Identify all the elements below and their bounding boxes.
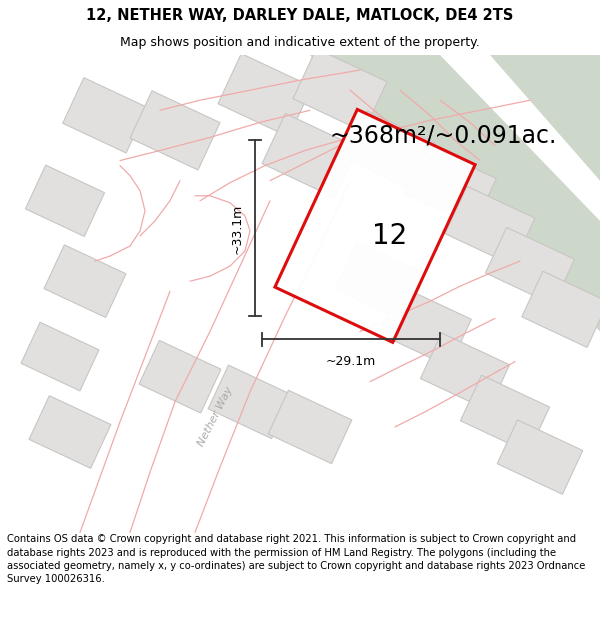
Polygon shape xyxy=(139,341,221,413)
Polygon shape xyxy=(268,390,352,464)
Polygon shape xyxy=(460,375,550,452)
Polygon shape xyxy=(445,186,535,266)
Polygon shape xyxy=(130,91,220,170)
Polygon shape xyxy=(440,55,600,221)
Text: ~368m²/~0.091ac.: ~368m²/~0.091ac. xyxy=(330,123,557,148)
Polygon shape xyxy=(218,54,312,137)
Polygon shape xyxy=(293,49,387,132)
Text: Nether Way: Nether Way xyxy=(196,386,235,448)
Text: Map shows position and indicative extent of the property.: Map shows position and indicative extent… xyxy=(120,36,480,49)
Polygon shape xyxy=(522,271,600,348)
Polygon shape xyxy=(29,396,111,468)
Polygon shape xyxy=(21,322,99,391)
Text: 12, NETHER WAY, DARLEY DALE, MATLOCK, DE4 2TS: 12, NETHER WAY, DARLEY DALE, MATLOCK, DE… xyxy=(86,8,514,23)
Polygon shape xyxy=(262,114,358,198)
Polygon shape xyxy=(345,111,435,190)
Text: ~33.1m: ~33.1m xyxy=(230,203,244,254)
Text: Contains OS data © Crown copyright and database right 2021. This information is : Contains OS data © Crown copyright and d… xyxy=(7,534,586,584)
Polygon shape xyxy=(208,365,292,439)
Text: ~29.1m: ~29.1m xyxy=(326,355,376,368)
Polygon shape xyxy=(44,245,126,318)
Polygon shape xyxy=(379,286,472,367)
Polygon shape xyxy=(25,165,104,236)
Polygon shape xyxy=(421,333,509,411)
Polygon shape xyxy=(404,146,496,226)
Polygon shape xyxy=(485,228,575,305)
Polygon shape xyxy=(310,55,600,331)
Polygon shape xyxy=(335,242,425,321)
Polygon shape xyxy=(497,420,583,494)
Text: 12: 12 xyxy=(373,222,407,250)
Polygon shape xyxy=(63,78,147,153)
Polygon shape xyxy=(275,109,475,342)
